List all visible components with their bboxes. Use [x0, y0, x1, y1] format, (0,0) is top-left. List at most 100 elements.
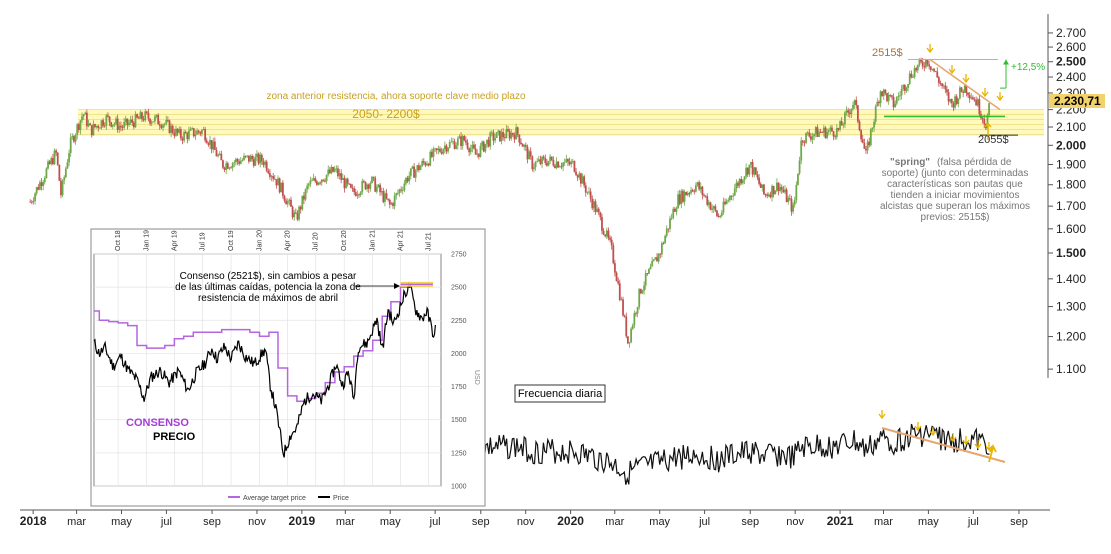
candle-body	[928, 64, 931, 67]
candle-body	[398, 189, 401, 193]
candle-body	[952, 103, 955, 108]
candle-body	[469, 148, 472, 153]
candle-body	[967, 92, 969, 96]
oscillator-arrow	[914, 422, 922, 432]
candle-body	[586, 191, 589, 193]
candle-body	[291, 206, 294, 218]
candle-body	[296, 213, 299, 220]
x-tick-label: nov	[786, 516, 804, 528]
candle-body	[529, 151, 532, 157]
candle-body	[641, 290, 644, 294]
inset-y-tick-label: 2250	[451, 318, 467, 325]
candle-body	[578, 173, 581, 178]
candle-body	[218, 153, 221, 155]
candle-body	[767, 194, 770, 197]
candle-body	[724, 201, 726, 205]
candle-body	[136, 114, 139, 118]
inset-y-tick-label: 2500	[451, 285, 467, 292]
candle-body	[413, 166, 415, 178]
y-tick-label: 2.500	[1056, 55, 1086, 69]
candle-body	[912, 77, 914, 78]
candle-body	[64, 168, 67, 178]
candle-body	[452, 141, 454, 143]
candle-body	[518, 134, 521, 143]
candle-body	[116, 118, 119, 130]
daily-oscillator	[448, 410, 1006, 485]
down-arrow	[948, 65, 956, 75]
candle-body	[170, 125, 173, 133]
candle-body	[602, 230, 605, 235]
candle-body	[858, 121, 861, 131]
candle-body	[471, 144, 474, 149]
candle-body	[971, 97, 974, 100]
candle-body	[733, 188, 736, 196]
candle-body	[403, 183, 406, 191]
candle-body	[516, 127, 519, 135]
candle-body	[651, 260, 654, 267]
zone-caption: zona anterior resistencia, ahora soporte…	[266, 91, 525, 102]
candle-body	[110, 122, 113, 127]
candle-body	[831, 127, 833, 132]
candle-body	[87, 123, 90, 127]
candle-body	[537, 159, 540, 162]
candle-body	[722, 201, 725, 213]
candle-body	[184, 131, 187, 134]
candle-body	[311, 180, 313, 182]
zone-band	[78, 109, 1044, 137]
candle-body	[113, 123, 116, 125]
candle-body	[560, 166, 563, 168]
candle-body	[191, 128, 194, 129]
y-tick-label: 1.200	[1056, 330, 1086, 344]
candle-body	[432, 148, 435, 157]
oscillator-arrow	[949, 433, 957, 443]
candle-body	[774, 190, 777, 195]
candle-body	[636, 307, 639, 314]
candle-body	[395, 193, 398, 196]
candle-body	[435, 148, 438, 151]
candle-body	[970, 97, 973, 99]
candle-body	[490, 132, 493, 134]
candle-body	[442, 149, 445, 154]
candle-body	[434, 148, 437, 150]
inset-ylabel: USD	[473, 370, 480, 385]
candle-body	[533, 167, 535, 170]
candle-body	[108, 116, 111, 123]
candle-body	[949, 99, 952, 102]
candle-body	[639, 288, 642, 294]
spring-title: "spring"	[890, 157, 930, 168]
candle-body	[225, 163, 228, 170]
down-arrow	[981, 88, 989, 98]
candle-body	[293, 212, 296, 218]
candle-body	[539, 159, 542, 164]
candle-body	[445, 145, 448, 152]
candle-body	[803, 142, 806, 143]
candle-body	[71, 136, 74, 138]
candle-body	[377, 184, 380, 188]
candle-body	[278, 178, 281, 193]
candle-body	[707, 202, 710, 205]
candle-body	[414, 170, 417, 178]
candle-body	[959, 87, 961, 99]
candle-body	[477, 153, 480, 157]
candle-body	[933, 68, 935, 72]
candle-body	[696, 182, 699, 186]
candle-body	[286, 201, 289, 205]
candle-body	[903, 84, 906, 91]
candle-body	[319, 182, 322, 184]
candle-body	[430, 151, 433, 157]
candle-body	[824, 127, 827, 138]
inset-x-axis: Oct 18 Jan 19 Apr 19 Jul 19 Oct 19 Jan 20 Apr …	[115, 230, 433, 251]
candle-body	[855, 100, 858, 106]
candle-body	[591, 198, 594, 209]
x-tick-label: 2018	[20, 514, 47, 528]
candle-body	[565, 159, 568, 162]
y-tick-label: 1.900	[1056, 157, 1086, 171]
candle-body	[729, 195, 731, 201]
candle-body	[725, 200, 728, 205]
candle-body	[693, 191, 696, 193]
candle-body	[144, 111, 147, 121]
candle-body	[763, 184, 765, 195]
candle-body	[111, 124, 114, 127]
candle-body	[481, 141, 484, 146]
